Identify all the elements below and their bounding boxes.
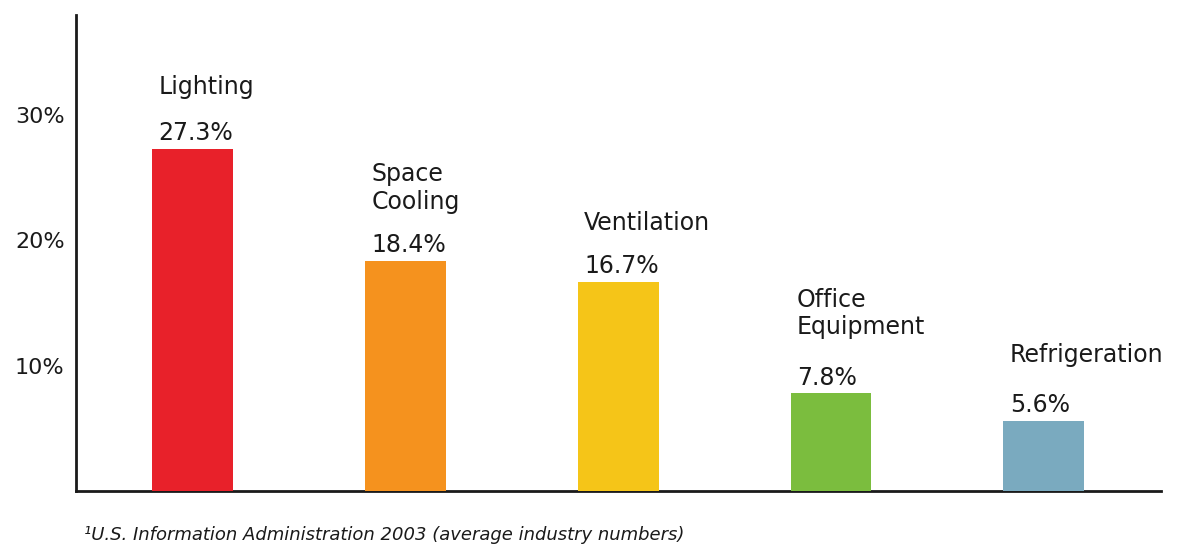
Text: Ventilation: Ventilation xyxy=(584,211,710,235)
Text: 18.4%: 18.4% xyxy=(372,233,446,257)
Text: Office
Equipment: Office Equipment xyxy=(797,288,925,339)
Bar xyxy=(578,282,659,491)
Bar xyxy=(152,149,233,491)
Text: 16.7%: 16.7% xyxy=(584,254,659,278)
Text: Refrigeration: Refrigeration xyxy=(1009,343,1164,367)
Text: 7.8%: 7.8% xyxy=(797,366,857,389)
Bar xyxy=(1003,421,1085,491)
Bar xyxy=(791,393,871,491)
Text: Lighting: Lighting xyxy=(158,75,254,99)
Text: 5.6%: 5.6% xyxy=(1009,393,1069,417)
Text: 27.3%: 27.3% xyxy=(158,121,234,145)
Text: ¹U.S. Information Administration 2003 (average industry numbers): ¹U.S. Information Administration 2003 (a… xyxy=(84,526,684,544)
Text: Space
Cooling: Space Cooling xyxy=(372,162,460,214)
Bar xyxy=(365,261,446,491)
